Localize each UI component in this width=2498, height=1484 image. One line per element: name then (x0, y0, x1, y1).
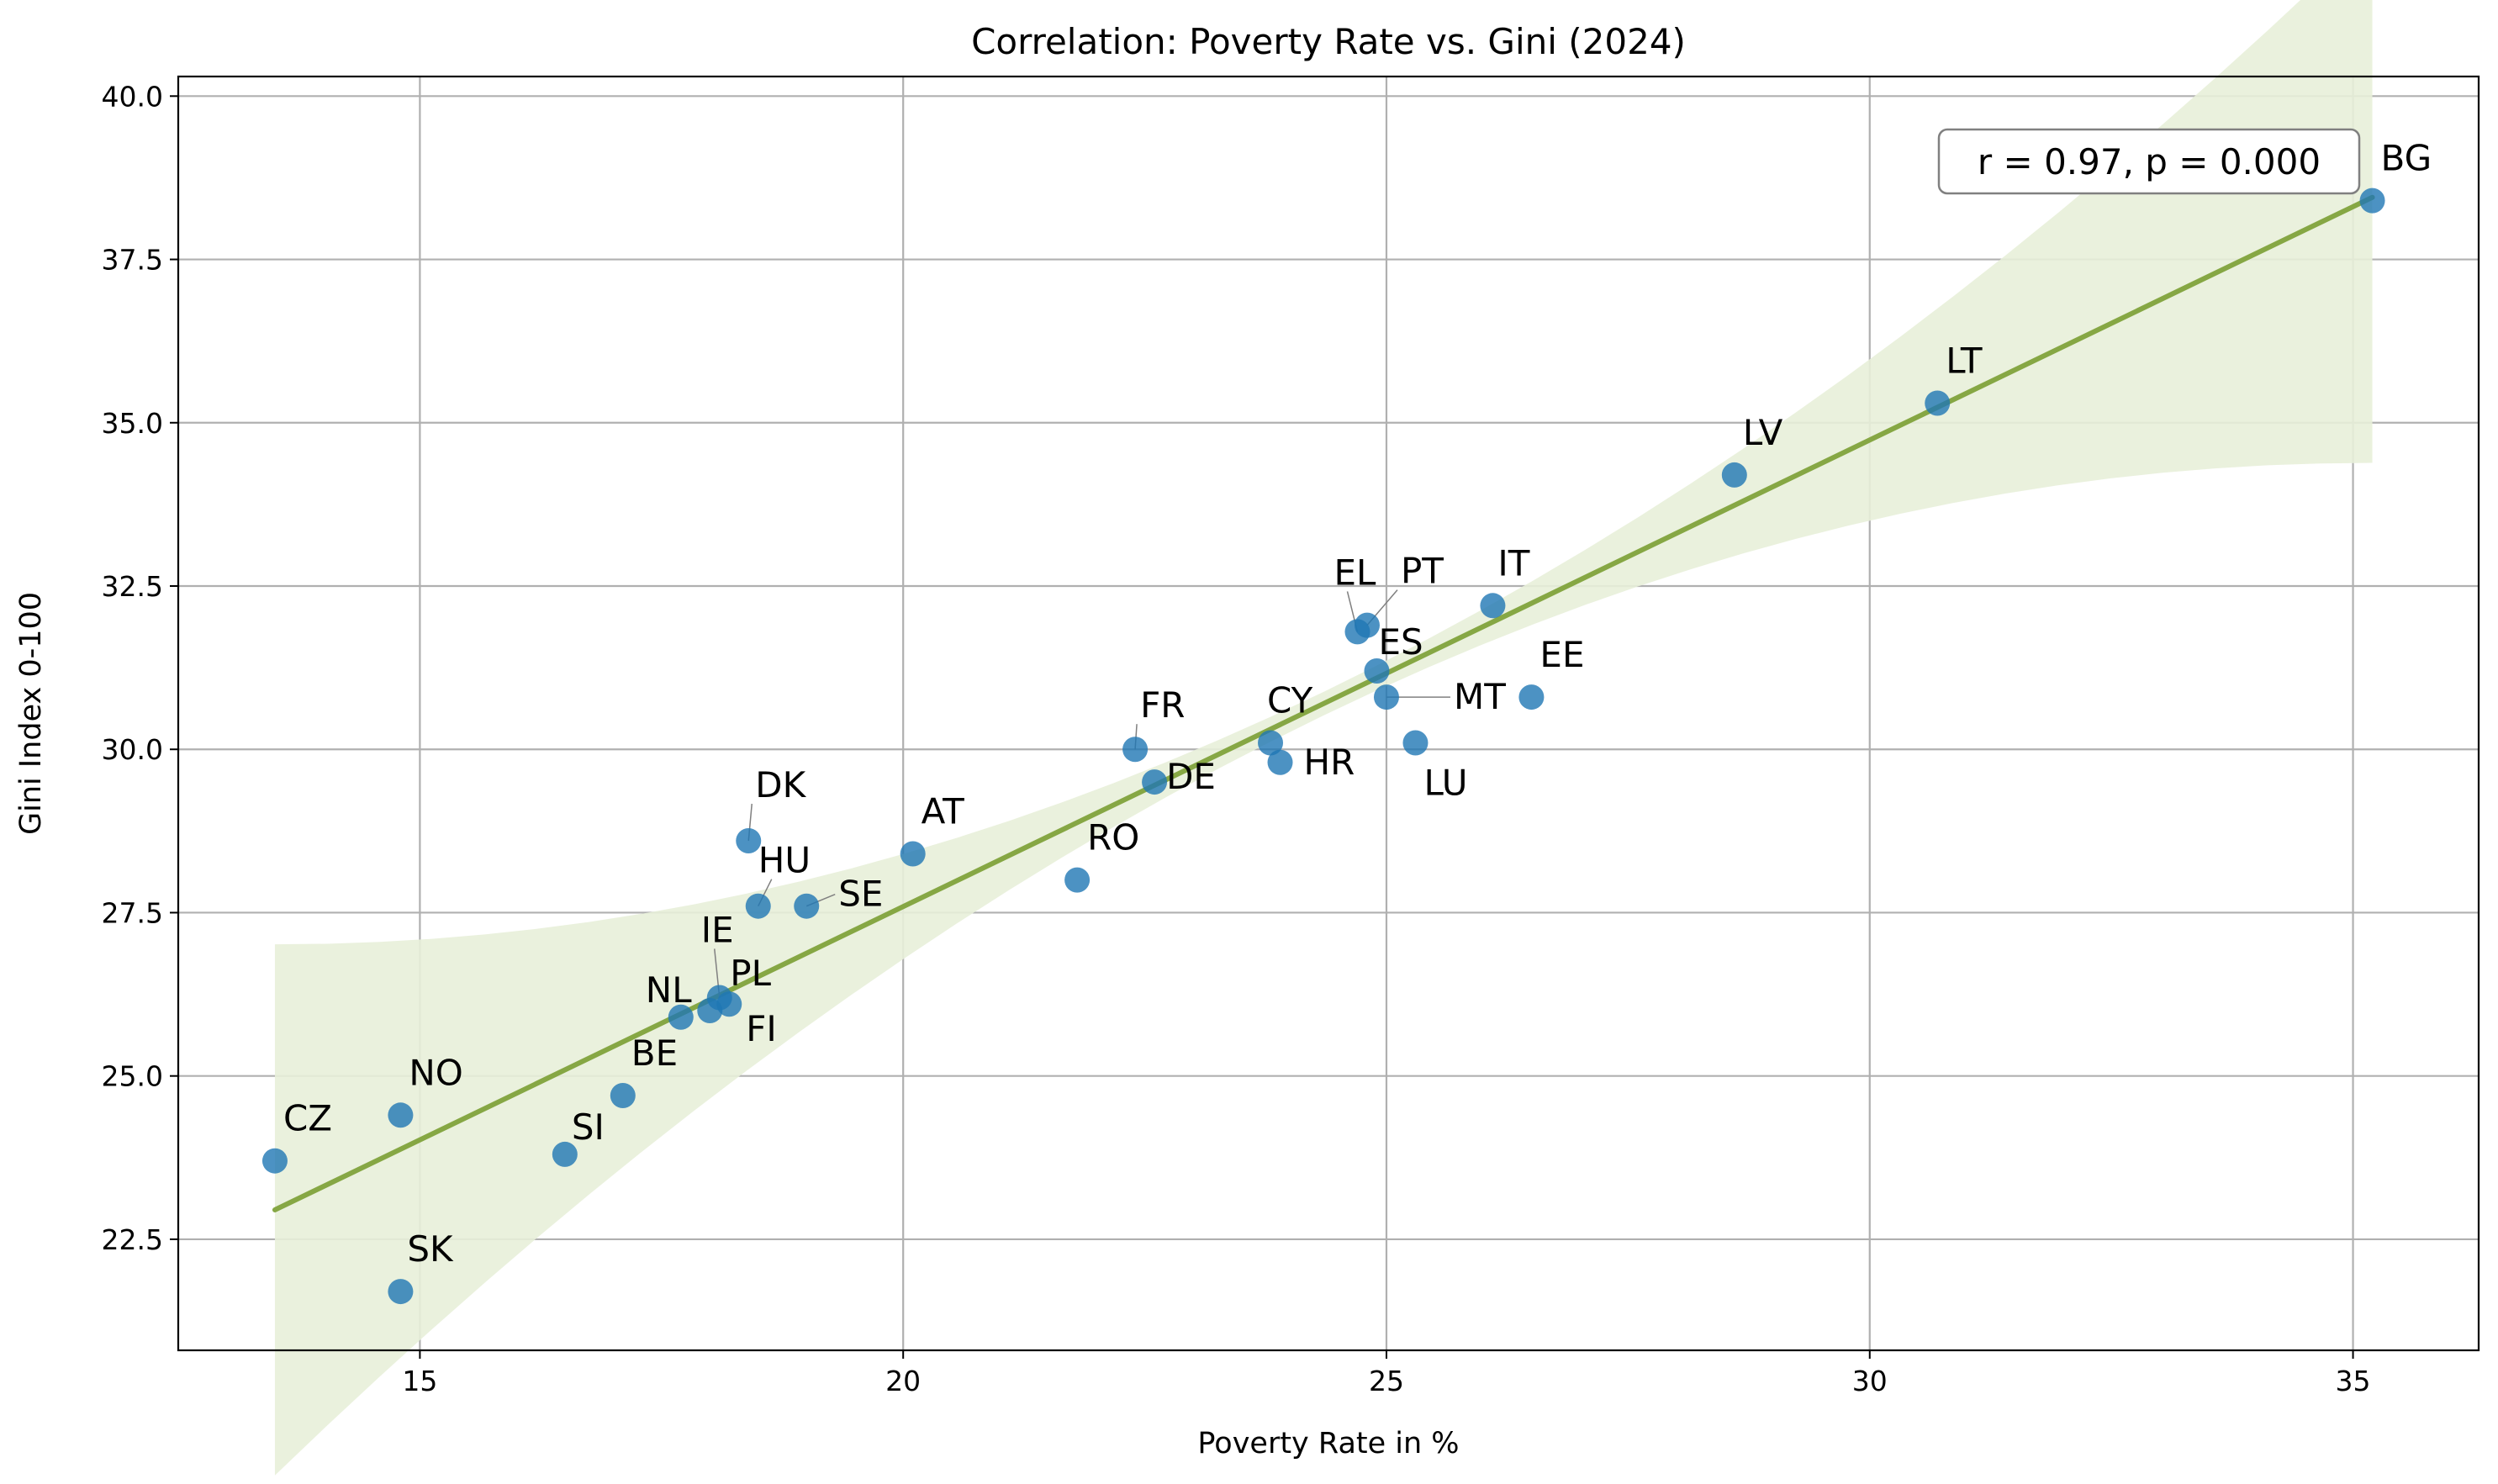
point-label-fr: FR (1140, 684, 1185, 726)
point-label-se: SE (838, 874, 883, 915)
data-point-be (610, 1083, 636, 1108)
stats-annotation-text: r = 0.97, p = 0.000 (1978, 141, 2321, 182)
x-tick-label: 25 (1369, 1365, 1404, 1397)
x-tick-label: 20 (885, 1365, 921, 1397)
data-point-hr (1267, 749, 1293, 775)
x-tick-label: 30 (1852, 1365, 1888, 1397)
data-point-fr (1122, 737, 1149, 763)
data-point-hu (745, 893, 771, 919)
point-label-ee: EE (1539, 634, 1584, 675)
y-tick-label: 35.0 (102, 407, 163, 440)
point-label-lv: LV (1743, 412, 1783, 453)
data-point-lv (1721, 462, 1747, 488)
data-point-it (1480, 593, 1506, 619)
stats-annotation: r = 0.97, p = 0.000 (1937, 128, 2361, 195)
data-point-lu (1402, 730, 1429, 756)
y-tick-label: 37.5 (102, 244, 163, 277)
x-tick-label: 35 (2336, 1365, 2371, 1397)
data-point-si (552, 1141, 578, 1167)
point-label-it: IT (1497, 542, 1529, 584)
point-label-fi: FI (746, 1008, 777, 1049)
regression-line (272, 194, 2375, 1212)
point-label-es: ES (1378, 621, 1423, 663)
plot-frame (177, 75, 2480, 1352)
axis-ticks: 15 20 25 30 35 22.5 25.0 27.5 30.0 32.5 35.0 37.5 40… (102, 80, 2371, 1397)
point-label-lt: LT (1946, 340, 1983, 381)
point-label-cy: CY (1267, 679, 1313, 721)
data-point-sk (388, 1279, 414, 1305)
data-point-lt (1925, 390, 1951, 416)
x-tick-label: 15 (402, 1365, 437, 1397)
point-label-hr: HR (1304, 742, 1355, 783)
data-point-pt (1354, 612, 1380, 638)
y-axis-title: Gini Index 0-100 (14, 592, 48, 835)
data-point-cz (261, 1148, 288, 1174)
point-label-ro: RO (1087, 817, 1139, 858)
point-label-nl: NL (646, 969, 692, 1011)
point-label-mt: MT (1454, 676, 1506, 717)
y-tick-label: 27.5 (102, 896, 163, 929)
data-point-dk (736, 828, 762, 853)
point-label-be: BE (631, 1032, 678, 1074)
point-labels: BG LT LV IT EL PT ES MT EE CY LU HR FR DE RO AT DK HU SE IE… (283, 138, 2432, 1270)
point-label-cz: CZ (283, 1098, 332, 1139)
point-label-el: EL (1333, 552, 1376, 593)
y-tick-label: 25.0 (102, 1060, 163, 1093)
data-point-nl (668, 1004, 694, 1030)
chart-title: Correlation: Poverty Rate vs. Gini (2024… (971, 21, 1686, 62)
y-tick-label: 22.5 (102, 1223, 163, 1256)
point-label-si: SI (572, 1106, 605, 1148)
data-point-de (1142, 769, 1168, 795)
data-point-bg (2359, 187, 2385, 214)
point-label-de: DE (1166, 756, 1216, 797)
point-label-bg: BG (2381, 138, 2432, 179)
point-label-pl: PL (730, 953, 771, 994)
data-point-fi (716, 991, 742, 1017)
x-axis-title: Poverty Rate in % (1197, 1427, 1459, 1460)
data-point-mt (1373, 684, 1399, 710)
data-point-pl (697, 998, 723, 1023)
stats-annotation-box (1937, 128, 2361, 195)
data-point-no (388, 1102, 414, 1128)
point-label-hu: HU (758, 840, 811, 881)
data-point-es (1364, 658, 1390, 684)
y-tick-label: 40.0 (102, 80, 163, 113)
data-point-at (900, 841, 926, 867)
point-label-ie: IE (701, 909, 734, 950)
data-point-cy (1258, 730, 1284, 756)
point-label-at: AT (922, 791, 964, 832)
regression-line-group (272, 194, 2375, 1212)
point-label-dk: DK (755, 764, 806, 805)
data-point-se (794, 893, 820, 919)
y-tick-label: 30.0 (102, 733, 163, 766)
data-points (261, 187, 2385, 1305)
point-label-lu: LU (1423, 762, 1467, 803)
point-label-sk: SK (407, 1228, 454, 1270)
point-label-no: NO (409, 1052, 462, 1093)
y-tick-label: 32.5 (102, 570, 163, 603)
data-point-ee (1518, 684, 1545, 710)
data-point-ro (1064, 867, 1091, 893)
point-label-pt: PT (1401, 551, 1444, 592)
